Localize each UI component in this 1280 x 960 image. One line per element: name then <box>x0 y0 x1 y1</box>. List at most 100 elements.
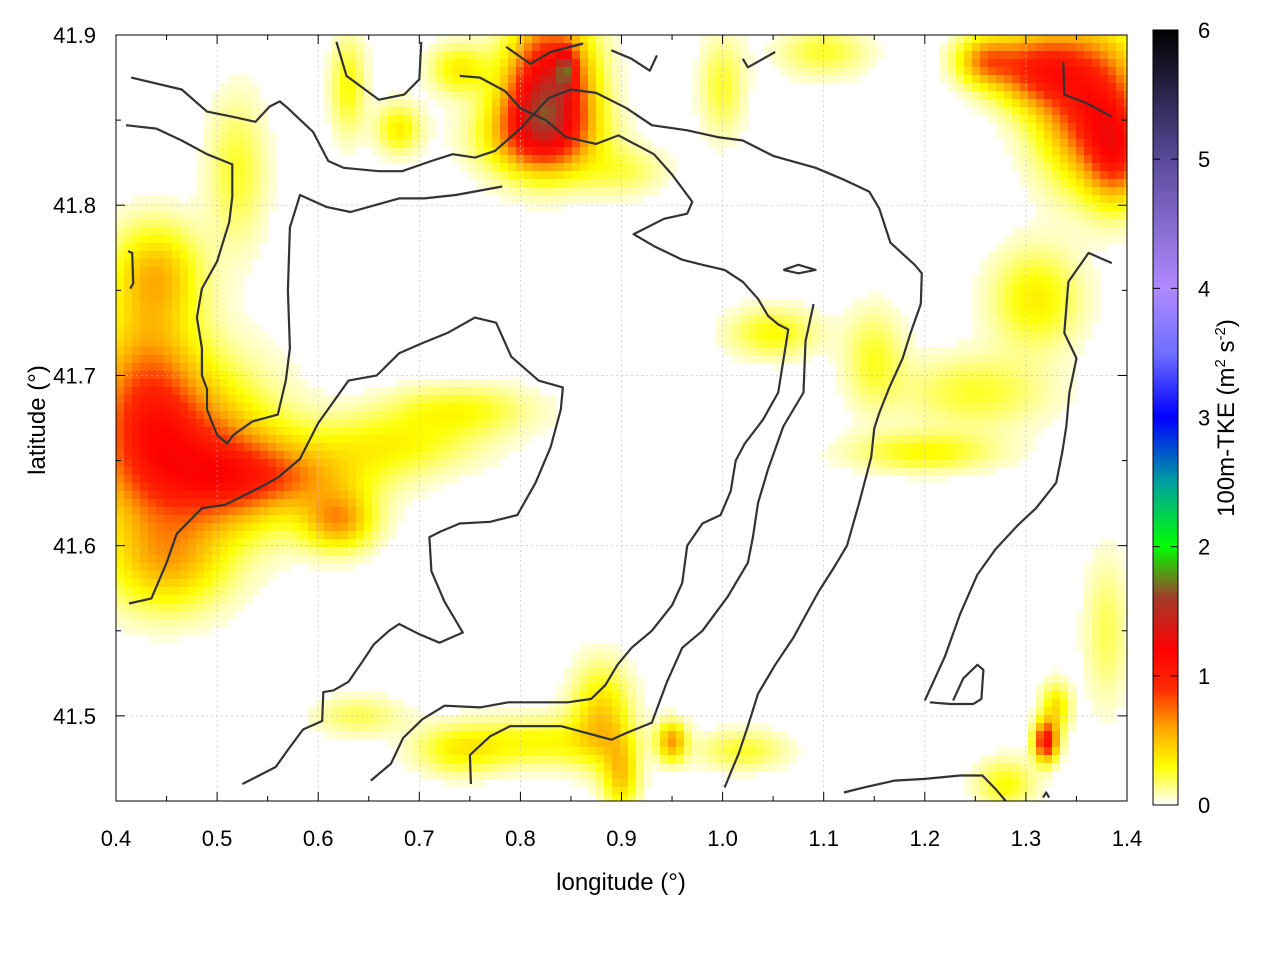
heatmap-cell <box>980 315 989 324</box>
heatmap-cell <box>156 219 165 228</box>
heatmap-cell <box>612 147 621 156</box>
heatmap-cell <box>332 563 341 572</box>
heatmap-cell <box>1028 51 1037 60</box>
heatmap-cell <box>748 355 757 364</box>
heatmap-cell <box>996 355 1005 364</box>
heatmap-cell <box>1108 203 1117 212</box>
heatmap-cell <box>388 403 397 412</box>
heatmap-cell <box>876 467 885 476</box>
x-tick-label: 1.2 <box>910 826 941 851</box>
heatmap-cell <box>524 387 533 396</box>
heatmap-cell <box>908 435 917 444</box>
heatmap-cell <box>148 347 157 356</box>
heatmap-cell <box>860 51 869 60</box>
heatmap-cell <box>1108 187 1117 196</box>
heatmap-cell <box>604 75 613 84</box>
heatmap-cell <box>556 35 565 44</box>
heatmap-cell <box>180 475 189 484</box>
heatmap-cell <box>196 555 205 564</box>
heatmap-cell <box>1036 203 1045 212</box>
heatmap-cell <box>940 435 949 444</box>
heatmap-cell <box>868 299 877 308</box>
heatmap-cell <box>132 291 141 300</box>
heatmap-cell <box>508 75 517 84</box>
heatmap-cell <box>636 715 645 724</box>
heatmap-cell <box>852 403 861 412</box>
heatmap-cell <box>252 99 261 108</box>
heatmap-cell <box>188 491 197 500</box>
heatmap-cell <box>300 531 309 540</box>
heatmap-cell <box>332 555 341 564</box>
heatmap-cell <box>180 411 189 420</box>
heatmap-cell <box>428 83 437 92</box>
heatmap-cell <box>276 483 285 492</box>
heatmap-cell <box>628 683 637 692</box>
heatmap-cell <box>996 427 1005 436</box>
heatmap-cell <box>436 403 445 412</box>
heatmap-cell <box>572 675 581 684</box>
heatmap-cell <box>628 195 637 204</box>
heatmap-cell <box>500 715 509 724</box>
heatmap-cell <box>180 323 189 332</box>
heatmap-cell <box>996 771 1005 780</box>
heatmap-cell <box>1004 75 1013 84</box>
heatmap-cell <box>356 723 365 732</box>
heatmap-cell <box>212 139 221 148</box>
heatmap-cell <box>204 571 213 580</box>
heatmap-cell <box>588 691 597 700</box>
heatmap-cell <box>852 451 861 460</box>
heatmap-cell <box>220 299 229 308</box>
heatmap-cell <box>340 131 349 140</box>
heatmap-cell <box>572 91 581 100</box>
heatmap-cell <box>364 547 373 556</box>
heatmap-cell <box>244 83 253 92</box>
heatmap-cell <box>340 507 349 516</box>
heatmap-cell <box>140 195 149 204</box>
heatmap-cell <box>388 411 397 420</box>
heatmap-cell <box>228 427 237 436</box>
heatmap-cell <box>1060 307 1069 316</box>
heatmap-cell <box>1092 627 1101 636</box>
heatmap-cell <box>132 507 141 516</box>
heatmap-cell <box>612 35 621 44</box>
heatmap-cell <box>220 443 229 452</box>
heatmap-cell <box>628 667 637 676</box>
heatmap-cell <box>284 563 293 572</box>
heatmap-cell <box>604 795 613 801</box>
heatmap-cell <box>460 763 469 772</box>
heatmap-cell <box>1060 243 1069 252</box>
heatmap-cell <box>348 699 357 708</box>
heatmap-cell <box>260 219 269 228</box>
heatmap-cell <box>1012 43 1021 52</box>
heatmap-cell <box>156 595 165 604</box>
heatmap-cell <box>212 499 221 508</box>
heatmap-cell <box>212 355 221 364</box>
heatmap-cell <box>292 435 301 444</box>
heatmap-cell <box>716 323 725 332</box>
heatmap-cell <box>924 467 933 476</box>
heatmap-cell <box>572 187 581 196</box>
heatmap-cell <box>228 99 237 108</box>
heatmap-cell <box>1028 723 1037 732</box>
heatmap-cell <box>164 291 173 300</box>
heatmap-cell <box>972 51 981 60</box>
heatmap-cell <box>996 131 1005 140</box>
heatmap-cell <box>1012 299 1021 308</box>
heatmap-cell <box>172 451 181 460</box>
heatmap-cell <box>900 323 909 332</box>
heatmap-cell <box>860 387 869 396</box>
heatmap-cell <box>1108 571 1117 580</box>
heatmap-cell <box>524 723 533 732</box>
heatmap-cell <box>612 755 621 764</box>
heatmap-cell <box>404 723 413 732</box>
heatmap-cell <box>644 747 653 756</box>
heatmap-cell <box>1052 139 1061 148</box>
heatmap-cell <box>476 715 485 724</box>
heatmap-cell <box>228 467 237 476</box>
heatmap-cell <box>1004 123 1013 132</box>
heatmap-cell <box>932 355 941 364</box>
heatmap-cell <box>228 563 237 572</box>
heatmap-cell <box>500 67 509 76</box>
contour-line <box>370 74 790 782</box>
heatmap-cell <box>724 771 733 780</box>
